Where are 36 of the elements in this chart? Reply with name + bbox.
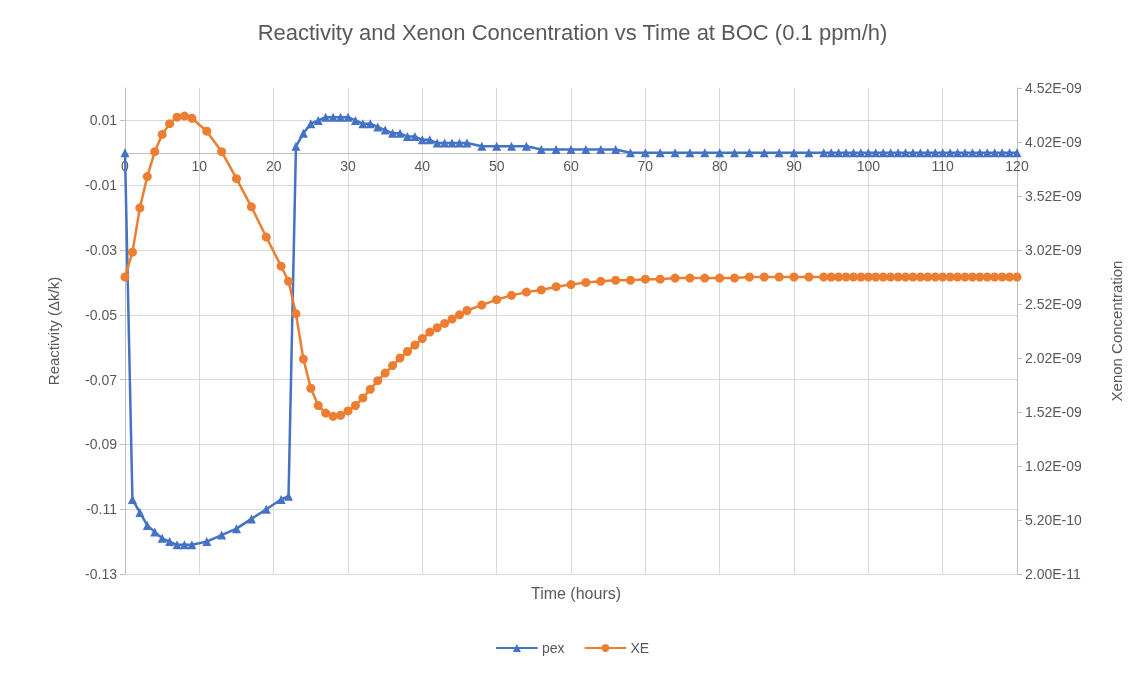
- x-tick-label: 70: [637, 157, 654, 174]
- chart-title: Reactivity and Xenon Concentration vs Time at BOC (0.1 ppm/h): [257, 19, 888, 45]
- x-tick-label: 90: [786, 157, 802, 174]
- x-tick-label: 120: [1005, 157, 1029, 174]
- x-tick-label: 100: [856, 157, 881, 174]
- y-tick-label: -0.01: [85, 177, 118, 194]
- y-tick-label: -0.03: [85, 242, 118, 258]
- x-tick-label: 20: [265, 157, 282, 174]
- x-axis-title: Time (hours): [530, 584, 622, 602]
- y-tick-label: -0.13: [85, 566, 118, 582]
- y2-tick-label: 5.20E-10: [1025, 512, 1083, 528]
- y-tick-label: -0.05: [85, 306, 118, 323]
- legend-label: pex: [541, 640, 565, 656]
- y-axis-title: Reactivity (Δk/k): [45, 276, 62, 386]
- x-tick-label: 40: [414, 157, 431, 174]
- y2-axis-title: Xenon Concentration: [1108, 260, 1125, 402]
- y-tick-label: 0.01: [89, 112, 118, 129]
- y2-tick-label: 4.52E-09: [1025, 80, 1083, 96]
- x-tick-label: 110: [931, 157, 955, 174]
- y2-tick-label: 3.02E-09: [1025, 242, 1083, 258]
- x-tick-label: 50: [488, 157, 505, 174]
- y2-tick-label: 4.02E-09: [1025, 134, 1083, 150]
- x-tick-label: 60: [563, 157, 579, 174]
- y-tick-label: -0.09: [85, 436, 118, 453]
- x-tick-label: 10: [191, 157, 208, 174]
- y2-tick-label: 2.02E-09: [1025, 350, 1083, 366]
- y2-tick-label: 3.52E-09: [1025, 188, 1083, 204]
- y2-tick-label: 1.02E-09: [1025, 458, 1083, 474]
- y2-tick-label: 2.00E-11: [1025, 566, 1081, 582]
- y-tick-label: -0.11: [86, 501, 118, 518]
- y2-tick-label: 1.52E-09: [1025, 404, 1083, 420]
- x-tick-label: 80: [711, 157, 728, 174]
- legend-label: XE: [630, 640, 650, 656]
- y-tick-label: -0.07: [85, 371, 118, 388]
- x-tick-label: 30: [340, 157, 356, 174]
- y2-tick-label: 2.52E-09: [1025, 296, 1083, 312]
